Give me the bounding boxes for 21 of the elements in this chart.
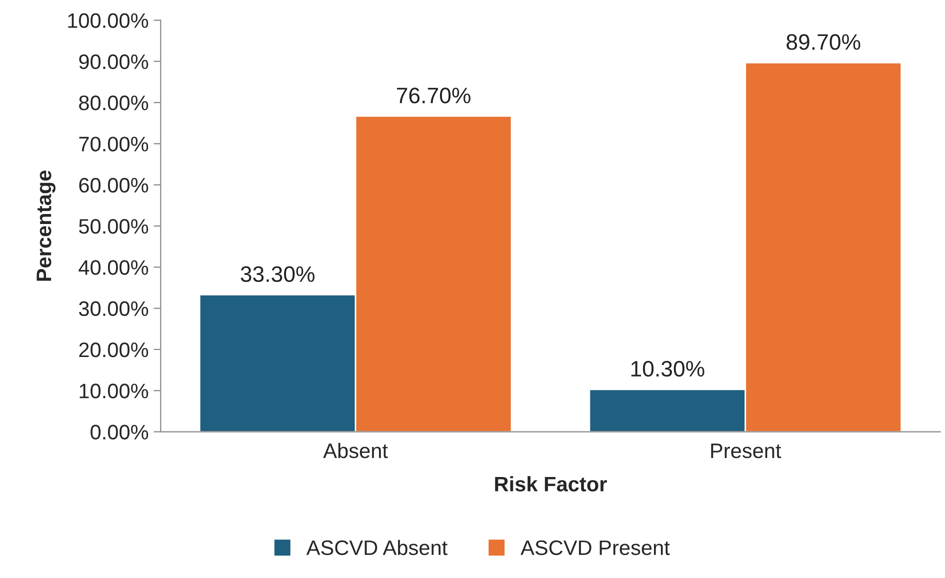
y-tick-label: 20.00%	[79, 342, 148, 358]
y-tick-label: 70.00%	[79, 136, 148, 152]
data-label: 10.30%	[631, 360, 704, 377]
y-tick-label: 30.00%	[78, 301, 148, 316]
y-tick-label: 80.00%	[79, 96, 148, 110]
x-tick-label: Present	[711, 444, 782, 458]
data-label: 89.70%	[786, 34, 860, 50]
y-tick-label: 60.00%	[79, 178, 148, 193]
x-tick-label: Absent	[323, 442, 388, 458]
y-tick-label: 90.00%	[79, 54, 148, 70]
y-tick-label: 0.00%	[90, 424, 148, 440]
y-tick-label: 40.00%	[78, 260, 148, 275]
y-tick-label: 10.00%	[80, 384, 148, 398]
y-tick-label: 50.00%	[79, 219, 148, 234]
legend-label: ASCVD Absent	[306, 540, 448, 556]
y-axis-title: Percentage	[36, 170, 56, 281]
y-tick-label: 100.00%	[68, 13, 148, 28]
legend-label: ASCVD Present	[520, 540, 670, 556]
data-label: 33.30%	[240, 266, 314, 282]
x-axis-title: Risk Factor	[495, 476, 607, 492]
data-label: 76.70%	[396, 88, 470, 104]
